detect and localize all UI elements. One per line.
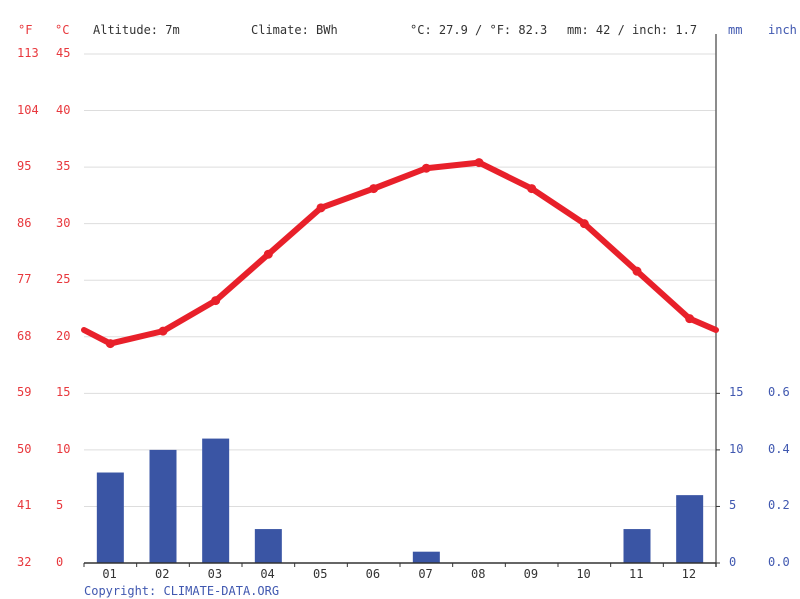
temperature-point (316, 203, 326, 213)
temperature-point (263, 249, 273, 259)
temperature-point (632, 266, 642, 276)
temperature-point (369, 184, 379, 194)
climate-label: Climate: BWh (251, 23, 338, 37)
fahrenheit-tick-label: 86 (17, 215, 32, 230)
month-label: 01 (102, 567, 117, 581)
fahrenheit-tick-label: 68 (17, 328, 32, 343)
month-label: 10 (576, 567, 591, 581)
fahrenheit-tick-label: 95 (17, 159, 32, 174)
month-label: 04 (260, 567, 275, 581)
precipitation-bar (149, 449, 177, 563)
fahrenheit-tick-label: 32 (17, 555, 32, 569)
precipitation-bar (202, 438, 230, 563)
celsius-tick-label: 40 (56, 102, 71, 117)
temperature-point (211, 296, 221, 306)
month-label: 06 (365, 567, 381, 581)
month-label: 05 (313, 567, 328, 581)
mm-tick-label: 5 (729, 498, 737, 513)
mm-tick-label: 10 (729, 441, 744, 456)
temperature-point (527, 184, 537, 194)
temperature-point (158, 326, 168, 336)
mm-tick-label: 0 (729, 555, 737, 569)
mm-tick-label: 15 (729, 385, 744, 400)
month-label: 07 (418, 567, 433, 581)
celsius-tick-label: 45 (56, 46, 71, 60)
fahrenheit-tick-label: 50 (17, 441, 32, 456)
celsius-tick-label: 0 (56, 555, 64, 569)
temperature-point (579, 219, 589, 229)
inch-tick-label: 0.4 (768, 441, 790, 456)
fahrenheit-tick-label: 59 (17, 385, 32, 400)
fahrenheit-tick-label: 104 (17, 102, 39, 117)
fahrenheit-tick-label: 41 (17, 498, 32, 513)
fahrenheit-unit-label: °F (18, 23, 33, 37)
inch-unit-label: inch (768, 23, 797, 37)
fahrenheit-tick-label: 77 (17, 272, 32, 287)
precipitation-bar (96, 472, 124, 563)
precipitation-bar (676, 495, 704, 563)
inch-tick-label: 0.6 (768, 385, 790, 400)
temperature-point (421, 163, 431, 173)
celsius-tick-label: 20 (56, 328, 71, 343)
celsius-tick-label: 35 (56, 159, 71, 174)
temperature-point (685, 314, 695, 324)
temperature-point (105, 339, 115, 349)
inch-tick-label: 0.0 (768, 555, 790, 569)
precipitation-bar (623, 529, 651, 563)
celsius-tick-label: 10 (56, 441, 71, 456)
altitude-label: Altitude: 7m (93, 23, 180, 37)
mm-unit-label: mm (728, 23, 743, 37)
copyright-label: Copyright: CLIMATE-DATA.ORG (84, 584, 280, 598)
precipitation-bar (412, 551, 440, 563)
inch-tick-label: 0.2 (768, 498, 790, 513)
month-label: 08 (471, 567, 486, 581)
temperature-line (81, 159, 719, 347)
month-label: 02 (155, 567, 170, 581)
celsius-tick-label: 5 (56, 498, 64, 513)
month-label: 09 (523, 567, 539, 581)
fahrenheit-tick-label: 113 (17, 46, 39, 60)
month-label: 12 (681, 567, 697, 581)
celsius-unit-label: °C (55, 23, 70, 37)
total-precipitation-label: mm: 42 / inch: 1.7 (567, 23, 698, 37)
month-label: 11 (629, 567, 644, 581)
temperature-point (474, 158, 484, 168)
precipitation-bar (254, 529, 282, 563)
avg-temperature-label: °C: 27.9 / °F: 82.3 (410, 23, 548, 37)
month-label: 03 (207, 567, 223, 581)
celsius-tick-label: 30 (56, 215, 71, 230)
celsius-tick-label: 25 (56, 272, 71, 287)
celsius-tick-label: 15 (56, 385, 71, 400)
